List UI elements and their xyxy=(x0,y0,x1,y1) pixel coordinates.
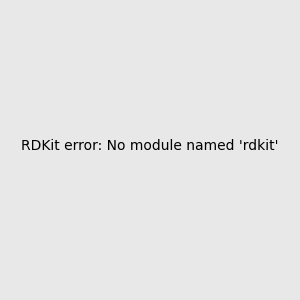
Text: RDKit error: No module named 'rdkit': RDKit error: No module named 'rdkit' xyxy=(21,139,279,153)
